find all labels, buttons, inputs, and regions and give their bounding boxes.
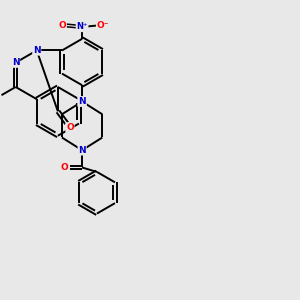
Text: N: N — [33, 46, 40, 55]
Text: O⁻: O⁻ — [97, 21, 109, 30]
Text: O: O — [60, 163, 68, 172]
Text: N: N — [12, 58, 20, 67]
Text: O: O — [58, 21, 66, 30]
Text: N⁺: N⁺ — [76, 22, 88, 32]
Text: O: O — [66, 123, 74, 132]
Text: N: N — [78, 146, 86, 155]
Text: N: N — [78, 97, 86, 106]
Text: N: N — [78, 97, 86, 106]
